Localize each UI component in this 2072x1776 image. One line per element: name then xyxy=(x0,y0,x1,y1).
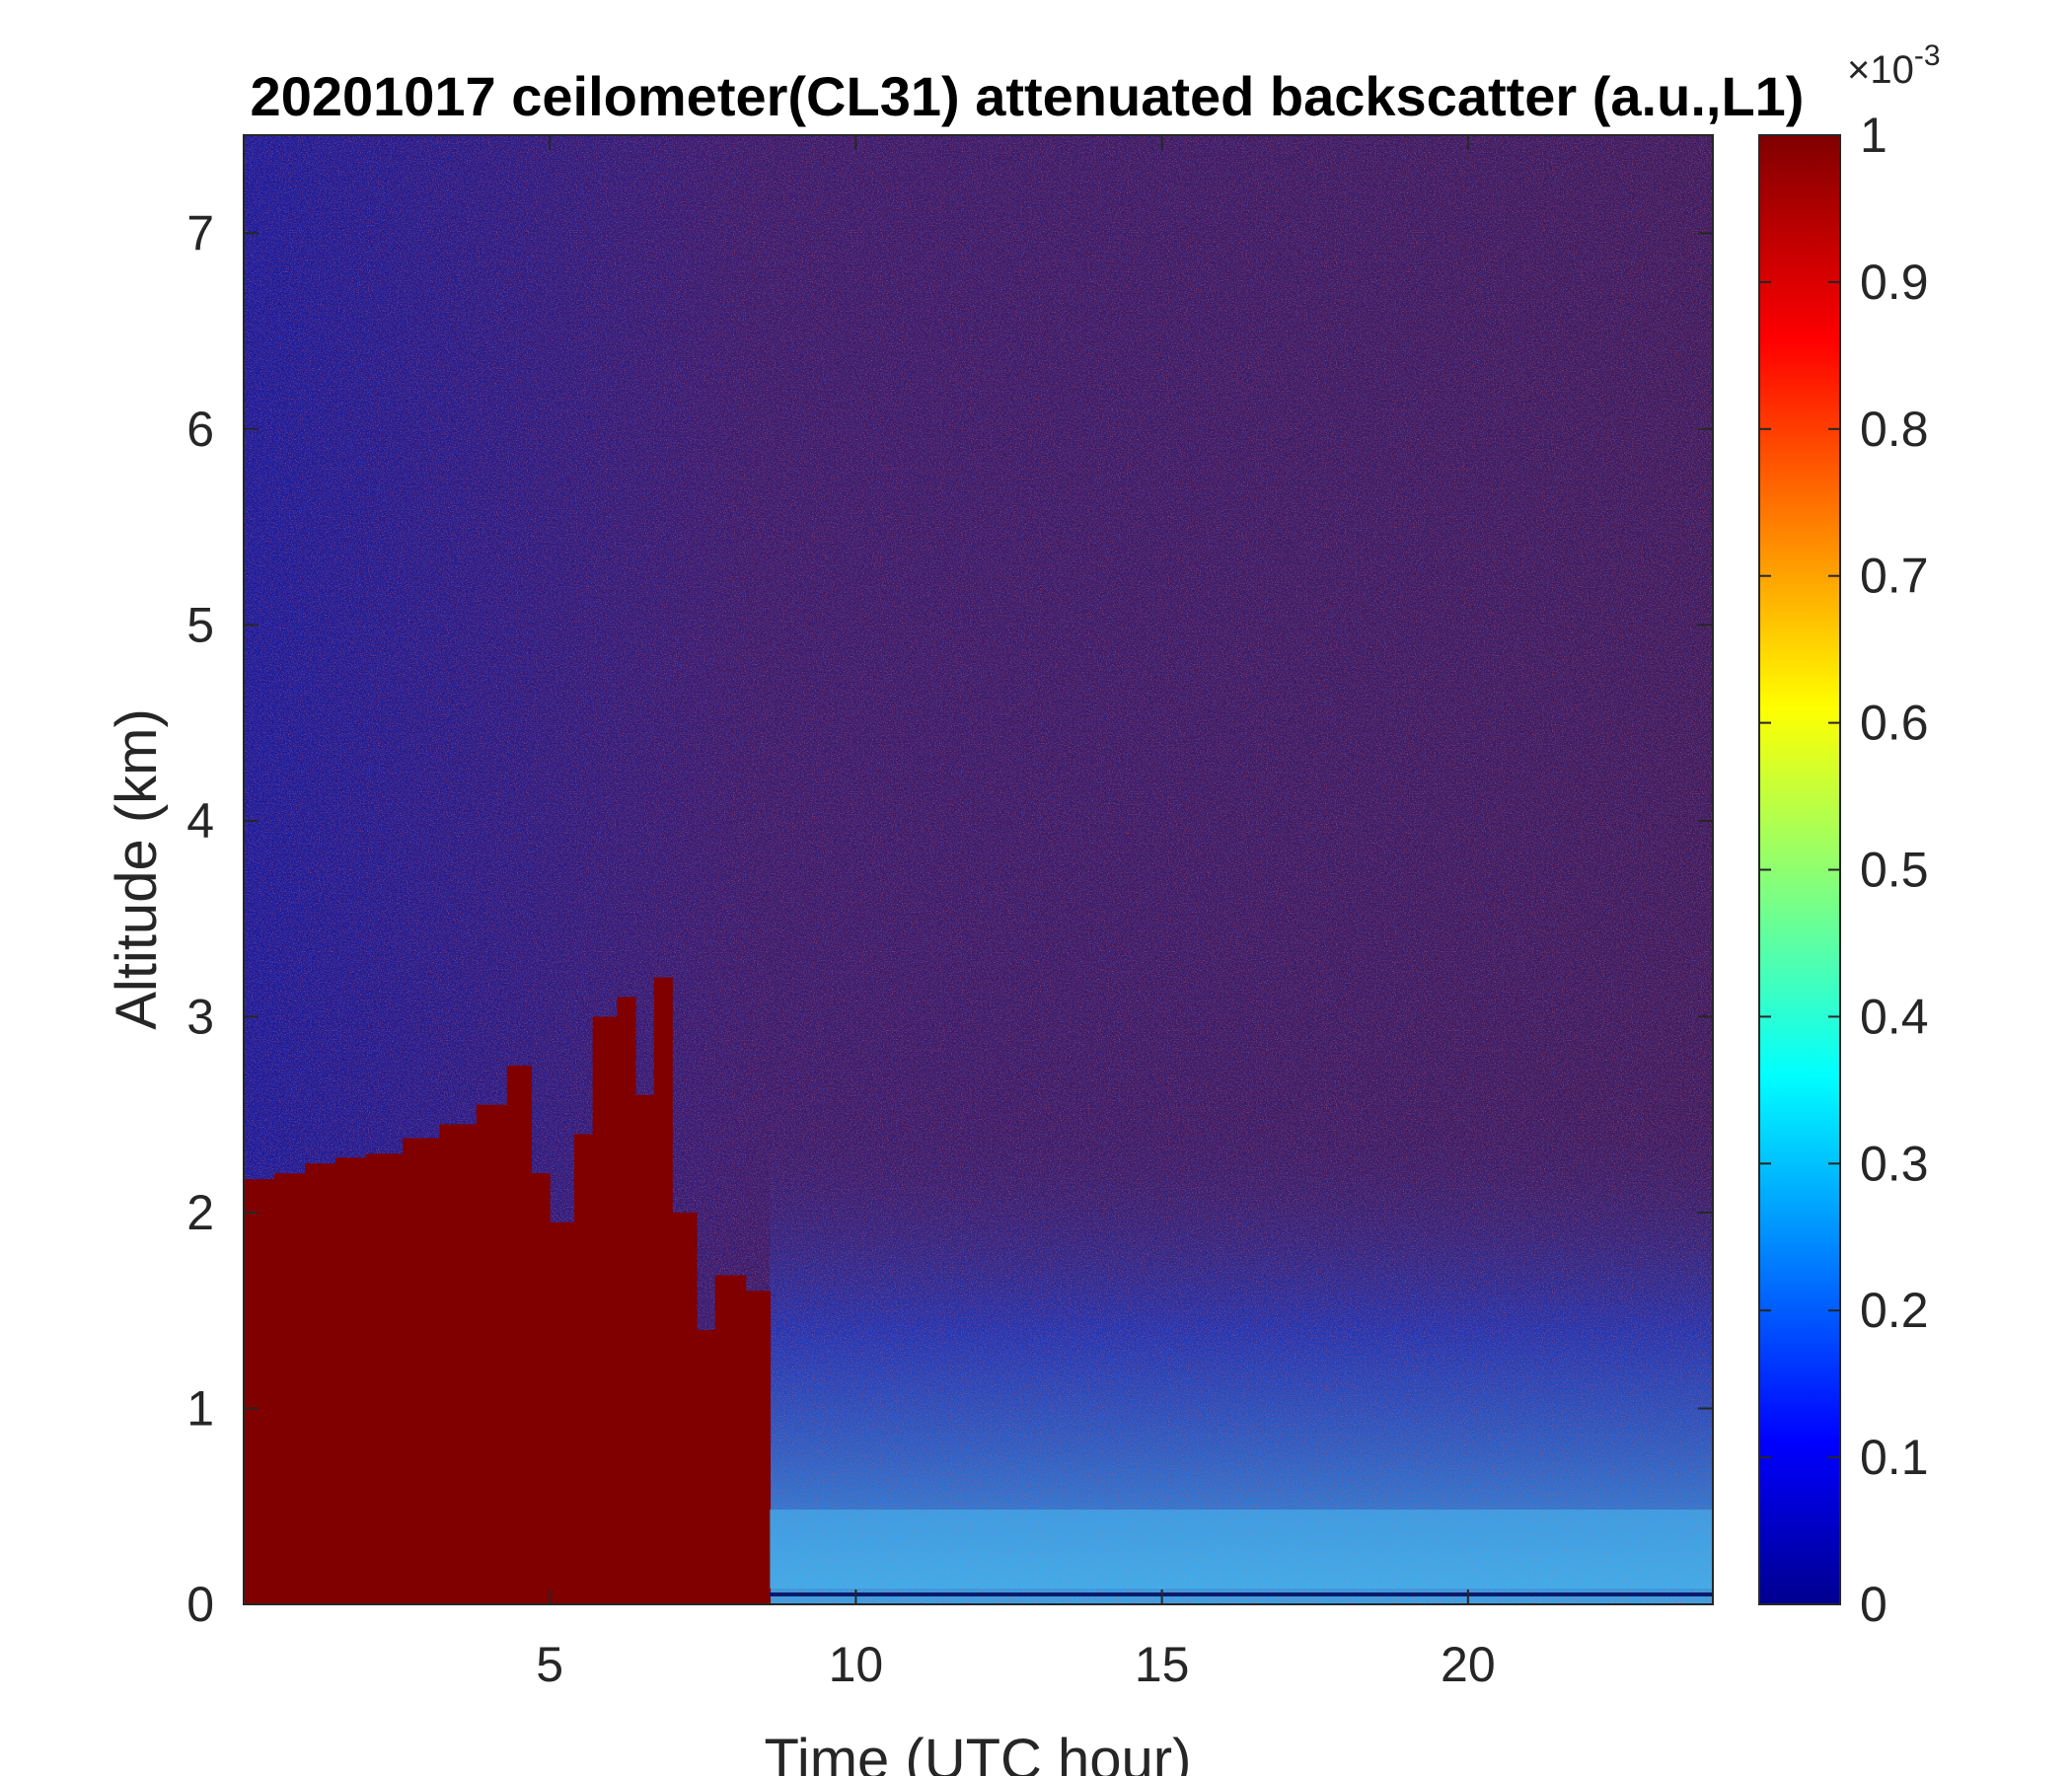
colorbar-exponent-power: -3 xyxy=(1914,39,1941,72)
x-tick-label: 15 xyxy=(1135,1637,1190,1692)
colorbar-tick-label: 0.1 xyxy=(1860,1430,1929,1485)
y-tick-label: 6 xyxy=(186,402,214,457)
x-tick-label: 5 xyxy=(536,1637,563,1692)
cloud-layer-6 xyxy=(439,1124,478,1604)
colorbar-tick-label: 0.3 xyxy=(1860,1136,1929,1191)
cloud-layer-16 xyxy=(672,1212,698,1604)
cloud-layer-11 xyxy=(574,1134,594,1604)
cloud-layer-0 xyxy=(244,1179,275,1604)
colorbar-ticks: 0 0.1 0.2 0.3 0.4 0.5 0.6 0.7 0.8 0.9 1 xyxy=(1759,108,1929,1632)
cloud-layer-8 xyxy=(506,1066,533,1604)
x-tick-label: 20 xyxy=(1441,1637,1496,1692)
colorbar-tick-label: 0.8 xyxy=(1860,402,1929,457)
cloud-layer-4 xyxy=(366,1153,404,1604)
y-tick-label: 5 xyxy=(186,597,214,652)
colorbar-exponent-base: ×10 xyxy=(1847,48,1914,92)
colorbar-exponent: ×10-3 xyxy=(1847,39,1941,92)
surface-line xyxy=(770,1592,1713,1596)
cloud-layers xyxy=(244,977,772,1604)
colorbar-gradient xyxy=(1758,134,1841,1605)
plot-frame xyxy=(243,134,1714,1605)
cloud-layer-9 xyxy=(531,1173,551,1604)
cloud-layer-5 xyxy=(403,1138,441,1604)
colorbar-tick-label: 1 xyxy=(1860,108,1887,163)
y-tick-label: 7 xyxy=(186,205,214,260)
cloud-layer-1 xyxy=(274,1173,306,1604)
cloud-layer-19 xyxy=(745,1291,772,1604)
cloud-layer-12 xyxy=(592,1016,618,1604)
colorbar-tick-label: 0 xyxy=(1860,1577,1887,1632)
colorbar-tick-label: 0.9 xyxy=(1860,255,1929,310)
cloud-layer-13 xyxy=(617,997,636,1604)
colorbar-tick-label: 0.7 xyxy=(1860,549,1929,604)
y-tick-label: 1 xyxy=(186,1380,214,1436)
cloud-layer-10 xyxy=(550,1221,575,1604)
colorbar-tick-label: 0.2 xyxy=(1860,1283,1929,1338)
cloud-layer-18 xyxy=(714,1275,747,1604)
y-axis: 0 1 2 3 4 5 6 7 xyxy=(186,205,1713,1632)
plot-area xyxy=(244,135,1713,1604)
cloud-layer-3 xyxy=(335,1157,367,1604)
colorbar-tick-label: 0.6 xyxy=(1860,696,1929,751)
colorbar: 0 0.1 0.2 0.3 0.4 0.5 0.6 0.7 0.8 0.9 1 ×10-3 xyxy=(1758,39,1941,1632)
y-axis-label: Altitude (km) xyxy=(105,708,169,1030)
cloud-layer-2 xyxy=(305,1163,336,1604)
x-axis: 5 10 15 20 xyxy=(536,135,1496,1692)
cloud-layer-14 xyxy=(635,1094,655,1604)
colorbar-tick-label: 0.4 xyxy=(1860,989,1929,1044)
y-tick-label: 4 xyxy=(186,793,214,849)
colorbar-tick-label: 0.5 xyxy=(1860,843,1929,898)
chart-title: 20201017 ceilometer(CL31) attenuated bac… xyxy=(251,65,1805,127)
y-tick-label: 0 xyxy=(186,1577,214,1632)
cloud-layer-17 xyxy=(697,1330,716,1604)
y-tick-label: 3 xyxy=(186,989,214,1044)
y-tick-label: 2 xyxy=(186,1185,214,1240)
x-axis-label: Time (UTC hour) xyxy=(765,1728,1192,1776)
near-surface-aerosol-band xyxy=(770,1510,1713,1589)
x-tick-label: 10 xyxy=(829,1637,884,1692)
cloud-layer-7 xyxy=(476,1104,508,1604)
cloud-layer-15 xyxy=(653,977,673,1604)
